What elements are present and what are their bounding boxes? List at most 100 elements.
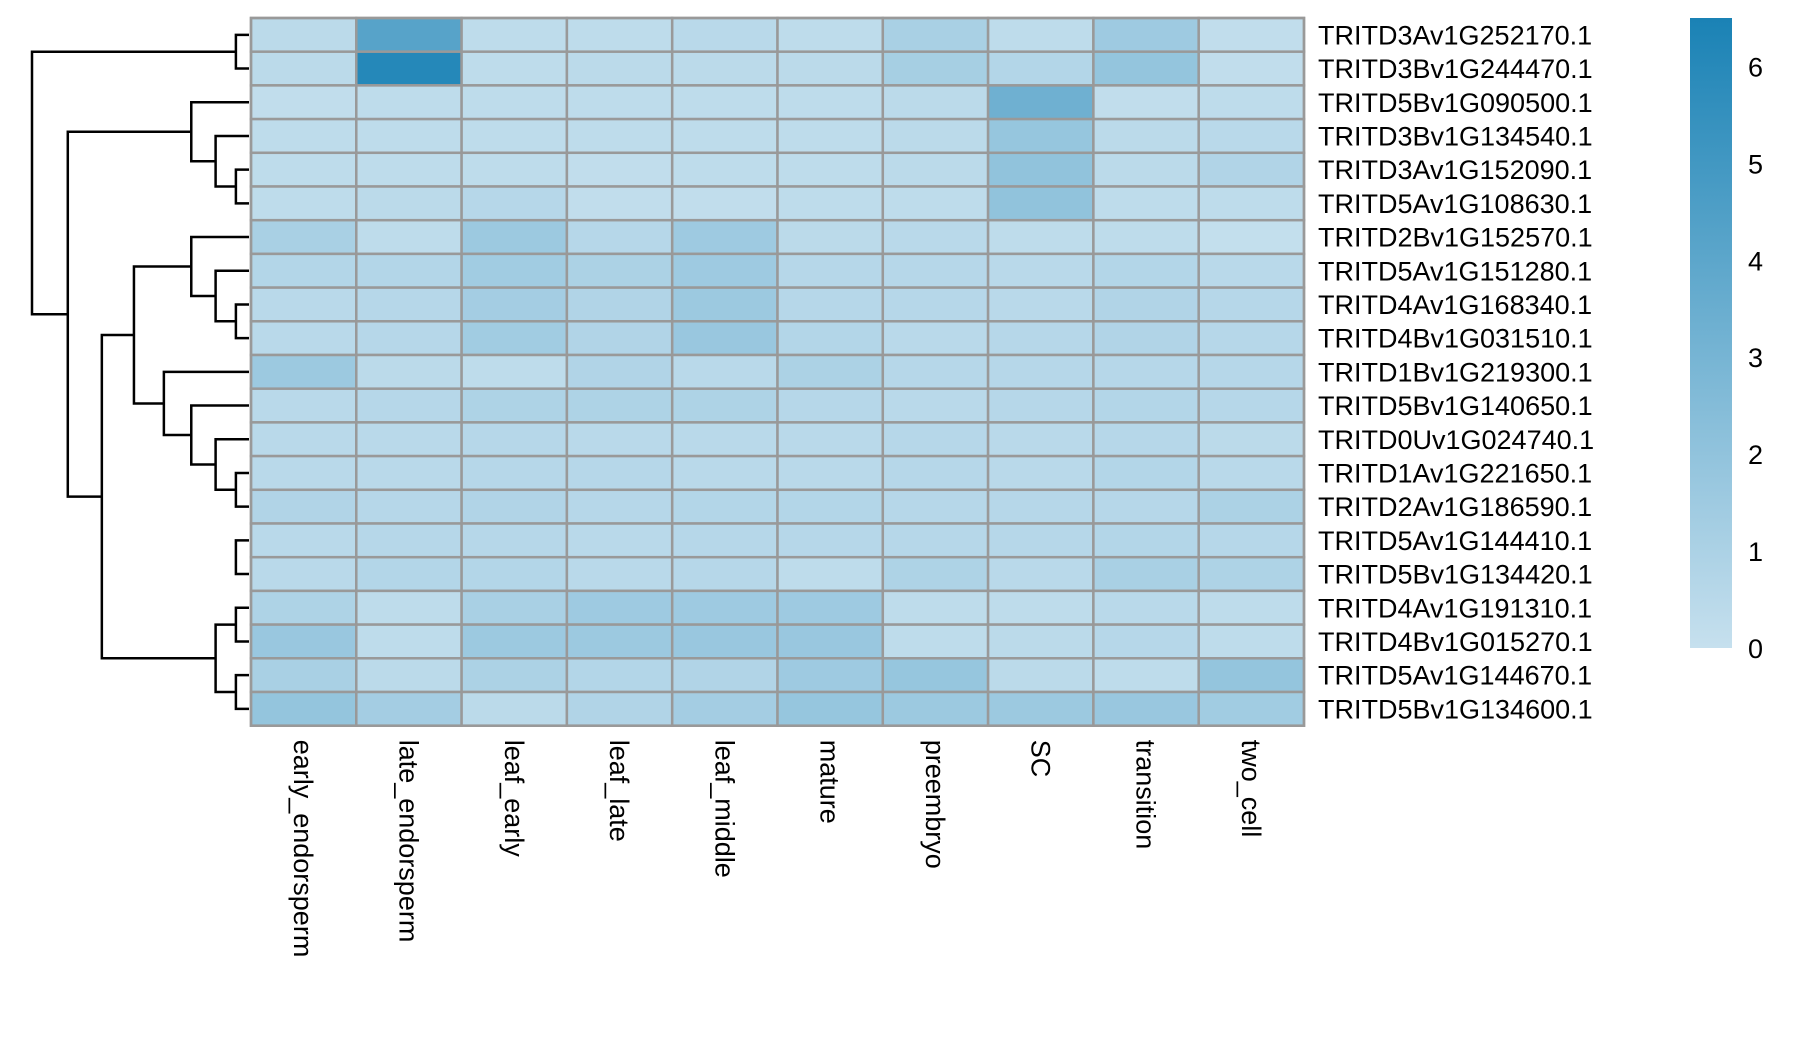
- heatmap-cell: [565, 623, 674, 660]
- dendrogram-branch: [66, 130, 192, 498]
- heatmap-cell: [881, 421, 990, 458]
- row-label: TRITD5Av1G108630.1: [1318, 189, 1592, 219]
- heatmap-cell: [460, 387, 569, 424]
- heatmap-cell: [670, 117, 779, 155]
- heatmap-cell: [249, 353, 358, 390]
- heatmap-cell: [355, 522, 463, 559]
- legend-tick-label: 0: [1748, 634, 1763, 664]
- heatmap-cell: [355, 320, 463, 357]
- heatmap-cell: [249, 387, 358, 424]
- heatmap-cell: [249, 117, 358, 155]
- heatmap-cell: [881, 623, 990, 660]
- heatmap-cell: [1197, 320, 1306, 357]
- dendrogram-branch: [214, 438, 249, 492]
- heatmap-cell: [1197, 657, 1306, 694]
- heatmap-cell: [355, 454, 463, 492]
- column-labels: early_endorsperm late_endorsperm leaf_earl…: [288, 740, 1266, 958]
- heatmap-cell: [1092, 185, 1200, 222]
- heatmap-cell: [776, 690, 885, 727]
- heatmap-cell: [670, 421, 779, 458]
- column-label: leaf_late: [604, 740, 634, 842]
- heatmap-cell: [460, 690, 569, 727]
- heatmap-cell: [249, 185, 358, 222]
- heatmap-cell: [249, 84, 358, 121]
- heatmap-cell: [249, 690, 358, 727]
- heatmap-cell: [565, 690, 674, 727]
- dendrogram-branch: [234, 606, 249, 643]
- heatmap-cell: [1197, 555, 1306, 593]
- column-label: two_cell: [1236, 740, 1266, 838]
- heatmap-cell: [776, 151, 885, 188]
- heatmap-cell: [460, 353, 569, 390]
- heatmap-cell: [565, 50, 674, 87]
- heatmap-cell: [776, 454, 885, 492]
- heatmap-cell: [1197, 522, 1306, 559]
- row-label: TRITD2Av1G186590.1: [1318, 492, 1592, 522]
- heatmap-cell: [460, 421, 569, 458]
- heatmap-cell: [565, 488, 674, 525]
- heatmap-cell: [881, 690, 990, 727]
- heatmap-cell: [776, 286, 885, 323]
- heatmap-cell: [355, 657, 463, 694]
- heatmap-cell: [355, 353, 463, 390]
- heatmap-cell: [881, 16, 990, 53]
- row-label: TRITD3Bv1G244470.1: [1318, 54, 1593, 84]
- column-label: leaf_early: [499, 740, 529, 858]
- heatmap-cell: [460, 286, 569, 323]
- heatmap-cell: [1197, 387, 1306, 424]
- heatmap-cell: [986, 50, 1095, 87]
- row-label: TRITD5Av1G144410.1: [1318, 526, 1592, 556]
- heatmap-cell: [1197, 16, 1306, 53]
- heatmap-cell: [881, 522, 990, 559]
- column-label: preembryo: [920, 740, 950, 869]
- heatmap-cells: [249, 16, 1306, 727]
- heatmap-cell: [355, 252, 463, 289]
- heatmap-cell: [670, 353, 779, 390]
- heatmap-cell: [670, 454, 779, 492]
- heatmap-cell: [249, 522, 358, 559]
- dendrogram-branch: [190, 235, 249, 298]
- heatmap-cell: [1092, 320, 1200, 357]
- heatmap-cell: [986, 690, 1095, 727]
- heatmap-cell: [986, 623, 1095, 660]
- heatmap-cell: [986, 589, 1095, 626]
- legend-tick-label: 4: [1748, 246, 1763, 276]
- heatmap-cell: [355, 50, 463, 87]
- heatmap-cell: [565, 421, 674, 458]
- heatmap-cell: [1197, 589, 1306, 626]
- heatmap-cell: [565, 16, 674, 53]
- row-label: TRITD5Bv1G140650.1: [1318, 391, 1593, 421]
- dendrogram-branch: [214, 269, 249, 323]
- row-label: TRITD5Bv1G134420.1: [1318, 560, 1593, 590]
- column-label: early_endorsperm: [288, 740, 318, 958]
- heatmap-cell: [1092, 252, 1200, 289]
- row-label: TRITD5Av1G144670.1: [1318, 661, 1592, 691]
- row-label: TRITD0Uv1G024740.1: [1318, 425, 1594, 455]
- row-label: TRITD5Bv1G134600.1: [1318, 694, 1593, 724]
- heatmap-cell: [565, 218, 674, 256]
- heatmap-border: [249, 16, 1306, 727]
- dendrogram-branch: [234, 539, 249, 576]
- heatmap-cell: [776, 117, 885, 155]
- dendrogram-branch: [30, 50, 236, 316]
- heatmap-cell: [776, 488, 885, 525]
- heatmap-cell: [249, 252, 358, 289]
- heatmap-cell: [249, 589, 358, 626]
- heatmap-cell: [460, 320, 569, 357]
- heatmap-cell: [1197, 84, 1306, 121]
- heatmap-cell: [1197, 117, 1306, 155]
- heatmap-cell: [986, 353, 1095, 390]
- legend-tick-label: 5: [1748, 149, 1763, 179]
- dendrogram-branch: [234, 673, 249, 711]
- heatmap-cell: [776, 555, 885, 593]
- heatmap-cell: [565, 117, 674, 155]
- heatmap-cell: [460, 488, 569, 525]
- heatmap-cell: [1197, 421, 1306, 458]
- heatmap-cell: [1092, 84, 1200, 121]
- row-label: TRITD1Bv1G219300.1: [1318, 357, 1593, 387]
- heatmap-cell: [986, 387, 1095, 424]
- heatmap-cell: [249, 623, 358, 660]
- heatmap-cell: [565, 522, 674, 559]
- heatmap-cell: [1197, 185, 1306, 222]
- heatmap-cell: [565, 286, 674, 323]
